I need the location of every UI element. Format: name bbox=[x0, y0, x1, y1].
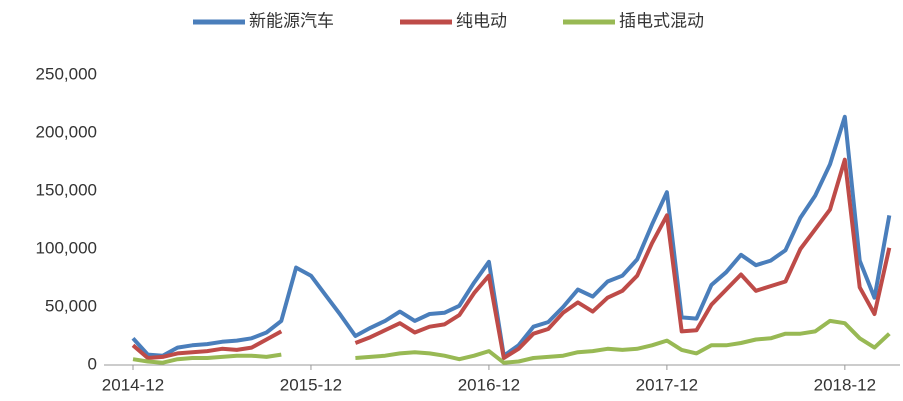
legend-label: 新能源汽车 bbox=[249, 11, 334, 30]
x-tick-label: 2015-12 bbox=[280, 375, 342, 394]
series-line bbox=[131, 114, 892, 358]
y-tick-label: 150,000 bbox=[36, 180, 97, 199]
x-tick-label: 2014-12 bbox=[102, 375, 164, 394]
series-line bbox=[132, 318, 891, 365]
legend-label: 插电式混动 bbox=[619, 11, 704, 30]
x-tick-label: 2016-12 bbox=[458, 375, 520, 394]
y-tick-label: 200,000 bbox=[36, 122, 97, 141]
y-tick-label: 50,000 bbox=[45, 296, 97, 315]
x-tick-label: 2017-12 bbox=[636, 375, 698, 394]
legend-label: 纯电动 bbox=[456, 11, 507, 30]
y-tick-label: 0 bbox=[88, 354, 97, 373]
y-tick-label: 100,000 bbox=[36, 238, 97, 257]
y-tick-label: 250,000 bbox=[36, 64, 97, 83]
x-tick-label: 2018-12 bbox=[814, 375, 876, 394]
series-line bbox=[131, 157, 892, 360]
